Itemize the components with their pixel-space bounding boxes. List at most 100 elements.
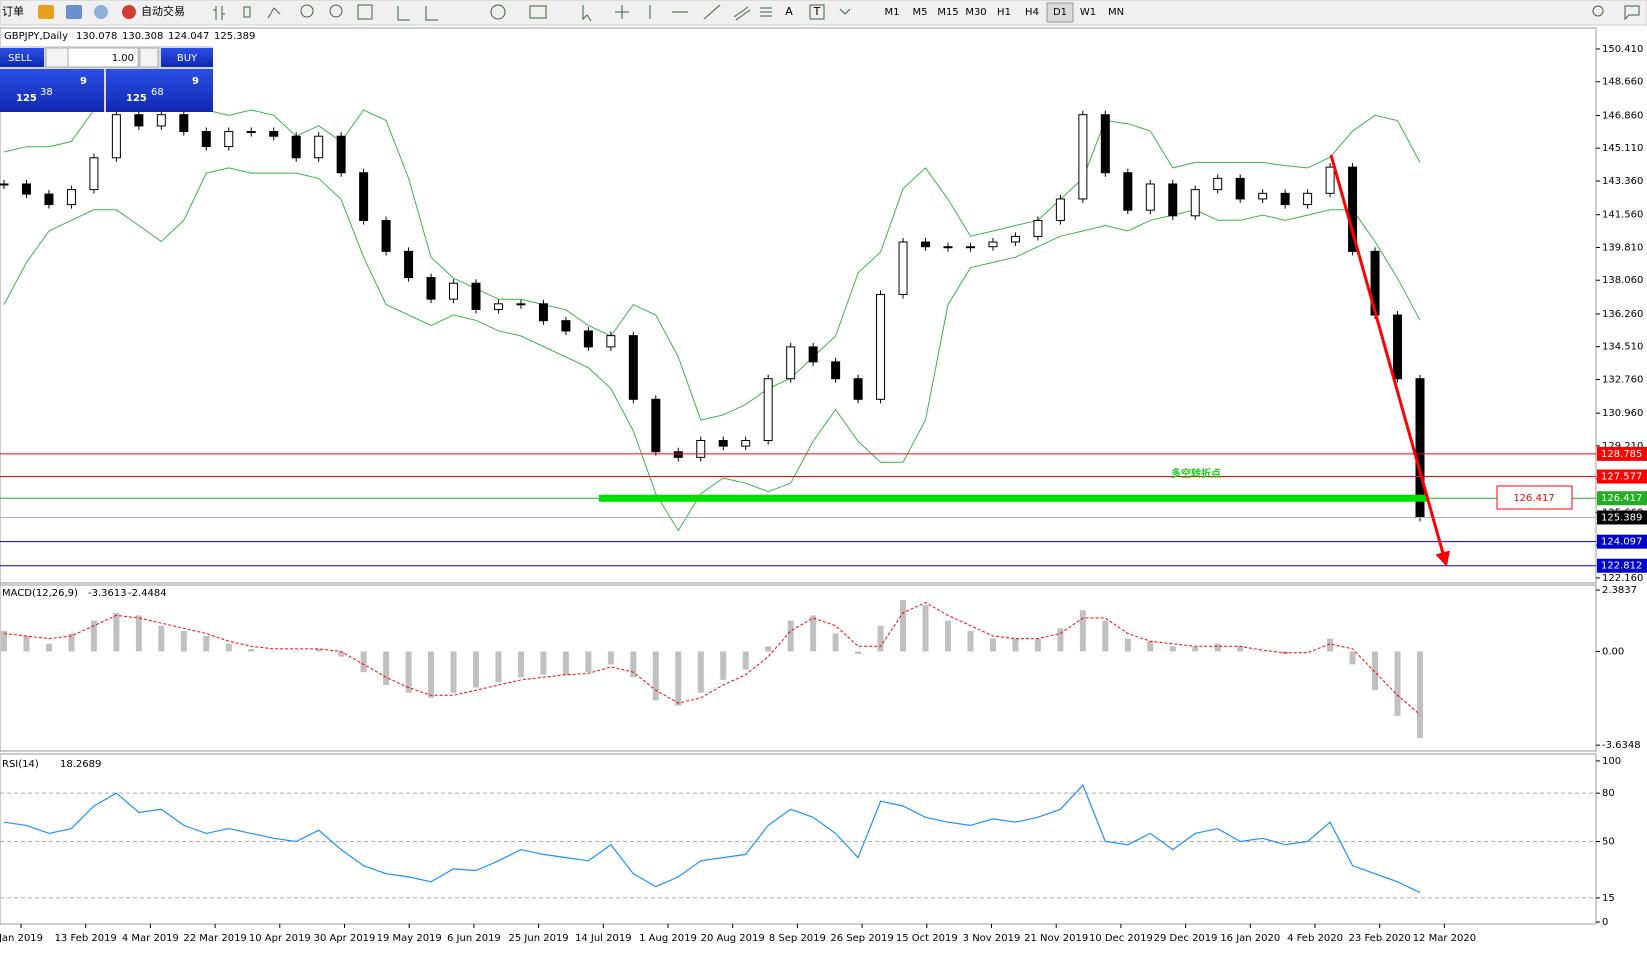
label-tool[interactable]: T — [813, 5, 821, 18]
timeframe-button[interactable]: MN — [1108, 7, 1124, 18]
macd-bar — [720, 651, 727, 680]
y-tick-label: 100 — [1602, 756, 1621, 767]
macd-bar — [855, 651, 862, 655]
y-tick-label: 50 — [1602, 836, 1615, 847]
macd-bar — [517, 651, 524, 678]
macd-bar — [338, 651, 345, 657]
icon[interactable] — [760, 7, 772, 17]
macd-bar — [832, 633, 839, 652]
candle-body — [516, 303, 526, 306]
buy-label[interactable]: BUY — [177, 53, 198, 64]
timeframe-button[interactable]: M1 — [885, 7, 900, 18]
candle-body — [1393, 314, 1403, 380]
candle-body — [1123, 172, 1133, 211]
timeframe-button[interactable]: D1 — [1053, 7, 1067, 18]
timeframe-button[interactable]: W1 — [1080, 7, 1096, 18]
y-tick-label: 0.00 — [1602, 647, 1624, 658]
icon[interactable] — [329, 4, 343, 18]
y-tick-label: 122.160 — [1602, 573, 1643, 584]
icon[interactable] — [213, 6, 225, 20]
icon[interactable] — [300, 4, 314, 18]
y-tick-label: 139.810 — [1602, 242, 1643, 253]
icon[interactable] — [94, 5, 108, 19]
orders-button[interactable]: 订单 — [2, 5, 24, 18]
icon[interactable] — [1624, 5, 1640, 21]
icon[interactable] — [582, 5, 592, 22]
macd-bar — [675, 651, 682, 706]
icon[interactable] — [267, 7, 281, 19]
macd-bar — [742, 651, 749, 670]
candle-body — [786, 346, 796, 380]
candle-body — [156, 114, 166, 127]
y-tick-label: 132.760 — [1602, 374, 1643, 385]
date-label: 4 Mar 2019 — [122, 933, 179, 944]
timeframe-button[interactable]: M30 — [965, 7, 986, 18]
y-tick-label: 143.360 — [1602, 176, 1643, 187]
icon[interactable] — [1592, 5, 1604, 17]
date-label: 19 May 2019 — [377, 933, 442, 944]
lot-value[interactable]: 1.00 — [112, 53, 134, 64]
icon[interactable] — [357, 4, 373, 20]
timeframe-button[interactable]: H1 — [997, 7, 1011, 18]
ohlc-value: 125.389 — [214, 31, 255, 42]
price-tag-label: 128.785 — [1601, 449, 1642, 460]
macd-bar — [1259, 651, 1266, 653]
date-label: 21 Nov 2019 — [1024, 933, 1088, 944]
sell-label[interactable]: SELL — [8, 53, 32, 64]
icon[interactable] — [615, 5, 629, 19]
ohlc-value: 130.308 — [122, 31, 163, 42]
y-tick-label: 146.860 — [1602, 110, 1643, 121]
timeframe-button[interactable]: M15 — [937, 7, 958, 18]
candle-body — [921, 241, 931, 248]
sell-button[interactable] — [0, 48, 44, 67]
sell-price-box[interactable] — [0, 69, 104, 112]
candle-body — [134, 114, 144, 127]
macd-bar — [270, 651, 277, 653]
macd-bar — [945, 620, 951, 652]
timeframe-button[interactable]: M5 — [913, 7, 928, 18]
price-tag — [1597, 446, 1647, 461]
icon[interactable] — [809, 4, 825, 20]
macd-bar — [562, 651, 569, 675]
icon[interactable] — [490, 4, 506, 20]
autotrade-button[interactable]: 自动交易 — [141, 4, 185, 18]
candle-body — [583, 330, 593, 348]
icon[interactable] — [839, 8, 851, 15]
candle-body — [426, 277, 436, 300]
icon[interactable] — [529, 5, 547, 19]
icon[interactable] — [243, 6, 251, 18]
timeframe-button[interactable]: H4 — [1025, 7, 1039, 18]
date-label: 23 Feb 2020 — [1349, 933, 1411, 944]
lot-input[interactable] — [67, 47, 139, 68]
candle-body — [876, 293, 886, 400]
candle-body — [66, 189, 76, 206]
icon[interactable] — [733, 6, 751, 21]
icon[interactable] — [122, 5, 136, 19]
macd-bar — [1124, 638, 1131, 652]
icon[interactable] — [66, 5, 82, 19]
macd-bar — [810, 615, 817, 652]
buy-button[interactable] — [161, 48, 213, 67]
macd-bar — [68, 633, 75, 652]
date-label: 13 Feb 2019 — [55, 933, 117, 944]
icon[interactable] — [425, 6, 438, 21]
candle-body — [853, 378, 863, 400]
macd-bar — [1372, 651, 1379, 691]
price-fraction: 9 — [192, 76, 199, 87]
macd-bar — [630, 651, 637, 678]
date-label: Jan 2019 — [0, 933, 43, 944]
buy-price-box[interactable] — [106, 69, 213, 112]
icon[interactable] — [703, 4, 721, 20]
lot-up[interactable] — [139, 47, 159, 68]
lot-down[interactable] — [45, 47, 69, 68]
price-tag-label: 126.417 — [1601, 493, 1642, 504]
icon[interactable] — [38, 5, 54, 19]
macd-bar — [585, 651, 592, 673]
price-tag — [1597, 534, 1647, 549]
text-tool[interactable]: A — [785, 5, 793, 18]
icon[interactable] — [397, 6, 410, 21]
macd-bar — [45, 643, 52, 652]
candle-body — [673, 451, 683, 458]
candle-body — [831, 361, 841, 380]
